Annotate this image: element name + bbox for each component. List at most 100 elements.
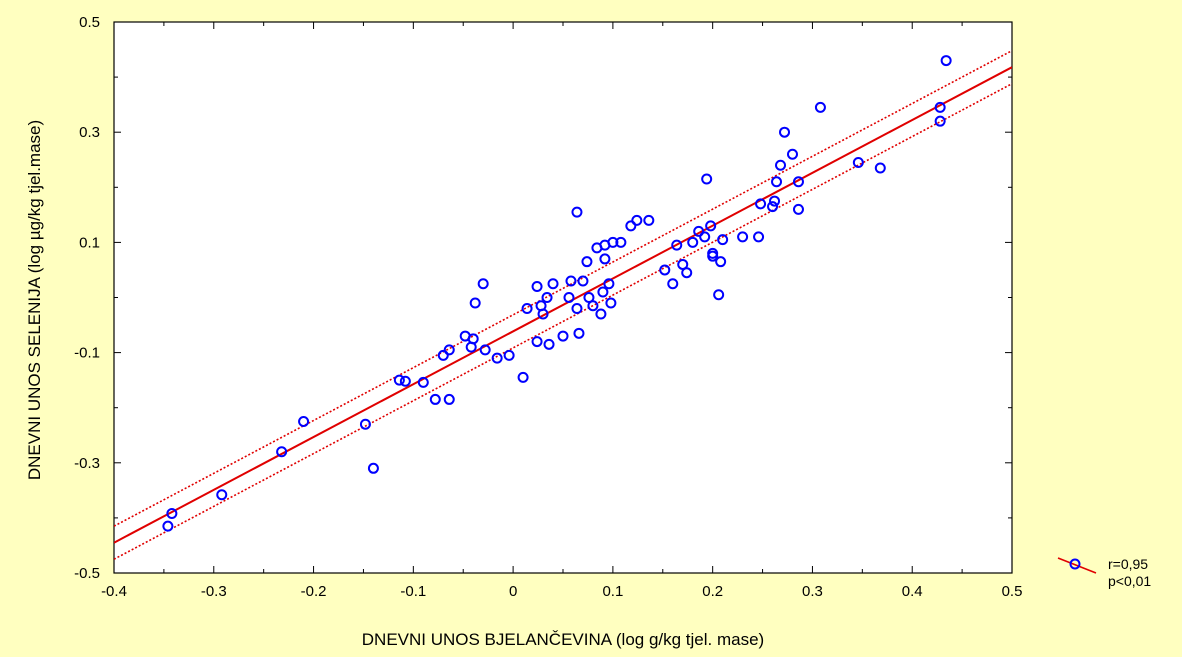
data-point xyxy=(705,220,717,232)
x-tick-label: 0.2 xyxy=(702,583,723,600)
y-tick-label: 0.3 xyxy=(79,124,100,141)
data-point xyxy=(715,256,727,268)
data-point xyxy=(429,393,441,405)
x-tick-label: -0.3 xyxy=(201,583,227,600)
data-point xyxy=(571,206,583,218)
data-point xyxy=(503,349,515,361)
data-point xyxy=(767,201,779,213)
data-point xyxy=(701,173,713,185)
data-point xyxy=(671,239,683,251)
data-point xyxy=(603,278,615,290)
x-tick-label: -0.4 xyxy=(101,583,127,600)
x-tick-label: 0 xyxy=(509,583,517,600)
data-point xyxy=(717,234,729,246)
data-point xyxy=(737,231,749,243)
data-point xyxy=(625,220,637,232)
data-point xyxy=(934,101,946,113)
data-point xyxy=(581,256,593,268)
data-point xyxy=(779,126,791,138)
data-point xyxy=(713,289,725,301)
y-tick-label: 0.1 xyxy=(79,234,100,251)
data-point xyxy=(874,162,886,174)
data-point xyxy=(477,278,489,290)
y-tick-label: -0.5 xyxy=(74,565,100,582)
data-point xyxy=(521,303,533,315)
data-point xyxy=(557,330,569,342)
data-point xyxy=(599,253,611,265)
data-point xyxy=(565,275,577,287)
data-point xyxy=(775,159,787,171)
legend-p: p<0,01 xyxy=(1108,573,1151,589)
y-tick-label: -0.1 xyxy=(74,345,100,362)
x-axis-title: DNEVNI UNOS BJELANČEVINA (log g/kg tjel.… xyxy=(362,630,764,649)
data-point xyxy=(615,236,627,248)
data-point xyxy=(786,148,798,160)
data-point xyxy=(531,280,543,292)
legend-marker-icon xyxy=(1069,558,1081,570)
data-point xyxy=(393,374,405,386)
data-point xyxy=(643,214,655,226)
x-tick-label: -0.2 xyxy=(301,583,327,600)
data-point xyxy=(537,308,549,320)
x-tick-label: 0.3 xyxy=(802,583,823,600)
confidence-band-lower xyxy=(114,83,1012,560)
data-point xyxy=(359,418,371,430)
y-axis: -0.5 -0.3 -0.1 0.1 0.3 0.5 xyxy=(74,14,1012,582)
x-tick-label: 0.4 xyxy=(902,583,923,600)
x-tick-label: -0.1 xyxy=(400,583,426,600)
x-tick-label: 0.5 xyxy=(1002,583,1023,600)
data-point xyxy=(940,55,952,67)
data-point xyxy=(437,349,449,361)
data-point xyxy=(563,292,575,303)
data-point xyxy=(573,327,585,339)
y-tick-label: -0.3 xyxy=(74,455,100,472)
data-point xyxy=(814,101,826,113)
data-point xyxy=(162,520,174,532)
data-point xyxy=(852,157,864,169)
data-point xyxy=(531,336,543,348)
data-point xyxy=(399,375,411,387)
data-point xyxy=(607,236,619,248)
y-tick-label: 0.5 xyxy=(79,14,100,31)
x-tick-label: 0.1 xyxy=(602,583,623,600)
data-point xyxy=(367,462,379,474)
regression-line xyxy=(114,66,1012,544)
legend: r=0,95 p<0,01 xyxy=(1057,556,1151,589)
data-point xyxy=(276,446,288,458)
data-point xyxy=(467,333,479,345)
data-point xyxy=(659,264,671,276)
data-point xyxy=(517,371,529,383)
data-point xyxy=(769,195,781,207)
y-axis-title: DNEVNI UNOS SELENIJA (log µg/kg tjel.mas… xyxy=(25,120,44,480)
data-points xyxy=(162,55,952,532)
data-point xyxy=(792,203,804,215)
data-point xyxy=(753,231,765,243)
data-point xyxy=(577,275,589,287)
data-point xyxy=(541,292,553,303)
legend-line-icon xyxy=(1057,557,1097,574)
data-point xyxy=(631,214,643,226)
legend-r: r=0,95 xyxy=(1108,556,1148,572)
data-point xyxy=(667,278,679,290)
data-point xyxy=(792,176,804,188)
data-point xyxy=(693,225,705,237)
data-point xyxy=(755,198,767,210)
data-point xyxy=(771,176,783,188)
data-point xyxy=(216,489,228,501)
data-point xyxy=(681,267,693,279)
confidence-band-upper xyxy=(114,49,1012,527)
data-point xyxy=(547,278,559,290)
plot-area xyxy=(113,21,1013,574)
data-point xyxy=(597,286,609,298)
x-axis: -0.4 -0.3 -0.2 -0.1 0 0.1 0.2 0.3 0.4 0.5 xyxy=(101,22,1022,600)
data-point xyxy=(479,344,491,356)
data-point xyxy=(166,507,178,519)
data-point xyxy=(491,352,503,364)
data-point xyxy=(587,300,599,312)
data-point xyxy=(298,415,310,427)
data-point xyxy=(934,115,946,127)
data-point xyxy=(417,376,429,388)
data-point xyxy=(605,297,617,309)
data-point xyxy=(443,393,455,405)
